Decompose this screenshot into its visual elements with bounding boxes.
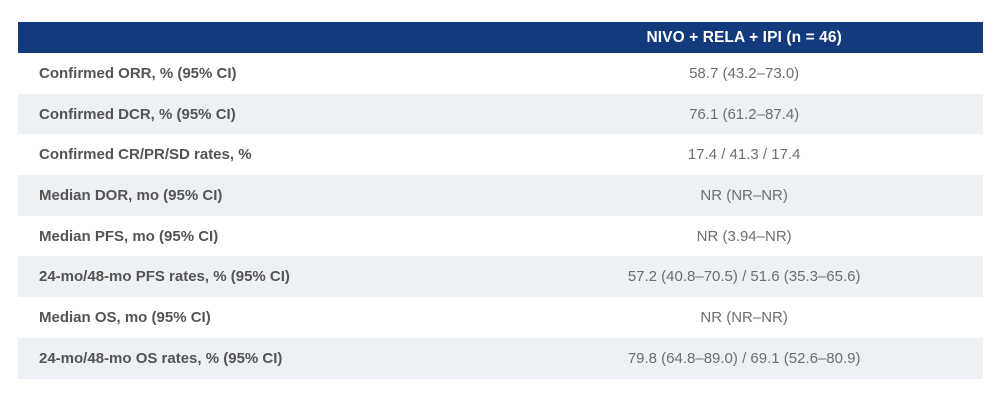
table-row: Median PFS, mo (95% CI) NR (3.94–NR) xyxy=(18,215,983,257)
table-row: 24-mo/48-mo PFS rates, % (95% CI) 57.2 (… xyxy=(18,256,983,298)
efficacy-results-table: NIVO + RELA + IPI (n = 46) Confirmed ORR… xyxy=(18,22,983,379)
table-row: Confirmed ORR, % (95% CI) 58.7 (43.2–73.… xyxy=(18,53,983,94)
row-label: Confirmed CR/PR/SD rates, % xyxy=(39,146,252,164)
table-row: Confirmed DCR, % (95% CI) 76.1 (61.2–87.… xyxy=(18,93,983,135)
row-label: Median PFS, mo (95% CI) xyxy=(39,227,219,245)
row-value: 57.2 (40.8–70.5) / 51.6 (35.3–65.6) xyxy=(627,268,861,286)
table-row: 24-mo/48-mo OS rates, % (95% CI) 79.8 (6… xyxy=(18,337,983,379)
row-value: 79.8 (64.8–89.0) / 69.1 (52.6–80.9) xyxy=(627,349,861,367)
row-label: 24-mo/48-mo OS rates, % (95% CI) xyxy=(39,349,283,367)
row-value: 17.4 / 41.3 / 17.4 xyxy=(687,146,801,164)
row-value: 58.7 (43.2–73.0) xyxy=(689,64,800,82)
table-header-spacer xyxy=(18,22,505,53)
row-label: Confirmed ORR, % (95% CI) xyxy=(39,64,237,82)
row-value: NR (3.94–NR) xyxy=(696,227,792,245)
row-value: NR (NR–NR) xyxy=(700,308,788,326)
row-value: NR (NR–NR) xyxy=(700,186,788,204)
row-value: 76.1 (61.2–87.4) xyxy=(689,105,800,123)
row-label: Confirmed DCR, % (95% CI) xyxy=(39,105,236,123)
row-label: Median OS, mo (95% CI) xyxy=(39,308,211,326)
row-label: 24-mo/48-mo PFS rates, % (95% CI) xyxy=(39,268,290,286)
table-row: Median DOR, mo (95% CI) NR (NR–NR) xyxy=(18,175,983,216)
table-body: Confirmed ORR, % (95% CI) 58.7 (43.2–73.… xyxy=(18,53,983,379)
table-header-row: NIVO + RELA + IPI (n = 46) xyxy=(18,22,983,53)
table-row: Median OS, mo (95% CI) NR (NR–NR) xyxy=(18,297,983,338)
row-label: Median DOR, mo (95% CI) xyxy=(39,186,223,204)
table-row: Confirmed CR/PR/SD rates, % 17.4 / 41.3 … xyxy=(18,134,983,176)
table-header-arm-label: NIVO + RELA + IPI (n = 46) xyxy=(646,28,842,46)
